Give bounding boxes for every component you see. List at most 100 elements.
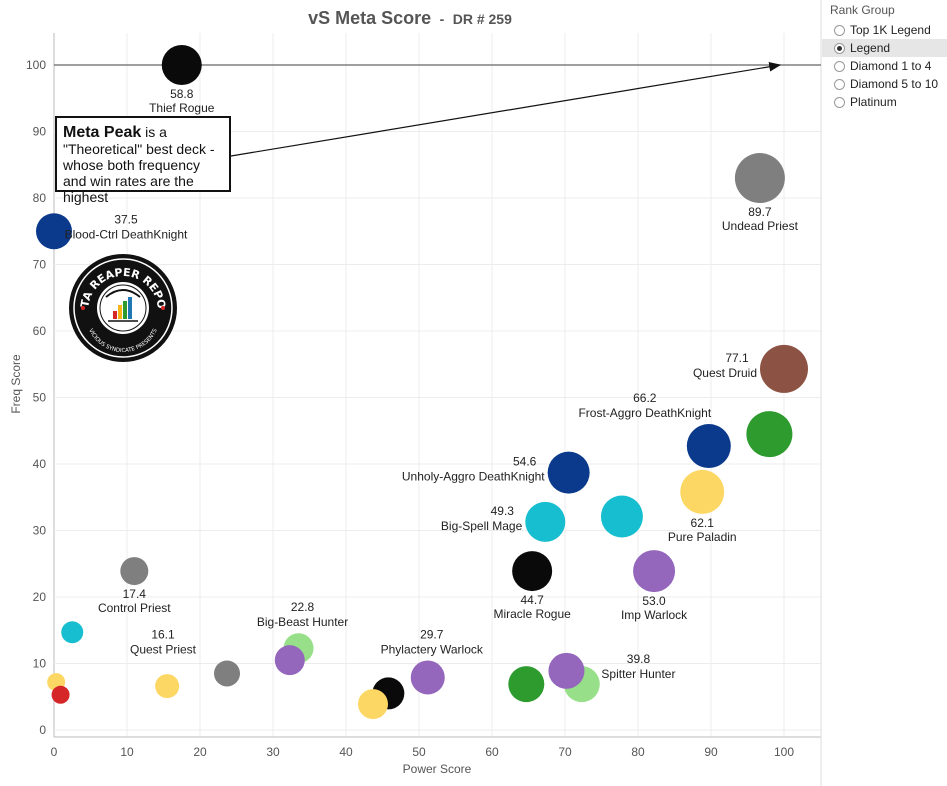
data-point[interactable] — [686, 424, 731, 469]
radio-icon[interactable] — [834, 78, 845, 90]
data-label-score: 29.7 — [420, 627, 444, 641]
data-label-name: Thief Rogue — [149, 101, 215, 115]
radio-icon[interactable] — [834, 42, 845, 54]
rank-option-label: Diamond 5 to 10 — [850, 77, 939, 91]
data-label-score: 44.7 — [520, 593, 544, 607]
data-point[interactable] — [512, 551, 553, 592]
data-label-name: Blood-Ctrl DeathKnight — [65, 227, 188, 241]
y-tick-label: 40 — [33, 457, 47, 471]
data-label-name: Big-Spell Mage — [441, 519, 523, 533]
data-label-score: 17.4 — [123, 587, 147, 601]
y-tick-label: 0 — [39, 723, 46, 737]
data-label-name: Miracle Rogue — [493, 607, 571, 621]
data-point[interactable] — [358, 689, 389, 720]
rank-option-top-1k-legend[interactable]: Top 1K Legend — [822, 21, 947, 39]
chart-title: vS Meta Score - DR # 259 — [308, 8, 512, 28]
radio-icon[interactable] — [834, 60, 845, 72]
data-point[interactable] — [633, 550, 676, 593]
data-point[interactable] — [547, 451, 590, 494]
data-label-name: Pure Paladin — [668, 530, 737, 544]
y-tick-label: 20 — [33, 590, 47, 604]
data-label-score: 62.1 — [691, 516, 715, 530]
data-point[interactable] — [410, 660, 445, 695]
data-point[interactable] — [746, 411, 793, 458]
data-label-name: Quest Druid — [693, 366, 757, 380]
data-label-name: Imp Warlock — [621, 608, 688, 622]
annotation-text: is a "Theoretical" best deck - whose bot… — [63, 124, 215, 205]
data-label-score: 16.1 — [151, 627, 175, 641]
data-point[interactable] — [760, 344, 808, 393]
x-tick-label: 10 — [120, 745, 134, 759]
data-point[interactable] — [161, 45, 202, 85]
y-tick-label: 10 — [33, 657, 47, 671]
data-point[interactable] — [680, 469, 725, 514]
data-point[interactable] — [508, 666, 545, 703]
data-point[interactable] — [120, 557, 149, 586]
rank-option-diamond-1-to-4[interactable]: Diamond 1 to 4 — [822, 57, 947, 75]
data-label-score: 66.2 — [633, 391, 657, 405]
y-tick-label: 90 — [33, 125, 47, 139]
annotation-bold: Meta Peak — [63, 124, 142, 141]
data-label-score: 89.7 — [748, 205, 772, 219]
rank-group-title: Rank Group — [830, 3, 895, 17]
y-tick-label: 80 — [33, 191, 47, 205]
data-label-score: 53.0 — [642, 594, 666, 608]
x-tick-label: 50 — [412, 745, 426, 759]
x-axis-title: Power Score — [403, 762, 472, 776]
data-point[interactable] — [61, 621, 84, 644]
y-tick-label: 60 — [33, 324, 47, 338]
data-point[interactable] — [548, 652, 585, 689]
data-label-name: Spitter Hunter — [601, 667, 675, 681]
data-label-score: 49.3 — [491, 504, 515, 518]
rank-option-label: Platinum — [850, 95, 897, 109]
rank-option-label: Top 1K Legend — [850, 23, 931, 37]
radio-icon[interactable] — [834, 96, 845, 108]
data-label-name: Control Priest — [98, 601, 171, 615]
data-label-name: Frost-Aggro DeathKnight — [578, 406, 711, 420]
data-point[interactable] — [734, 153, 785, 204]
y-tick-label: 30 — [33, 524, 47, 538]
x-tick-label: 0 — [51, 745, 58, 759]
rank-option-diamond-5-to-10[interactable]: Diamond 5 to 10 — [822, 75, 947, 93]
x-tick-label: 30 — [266, 745, 280, 759]
x-tick-label: 70 — [558, 745, 572, 759]
data-label-score: 37.5 — [114, 212, 138, 226]
data-label-score: 39.8 — [627, 652, 651, 666]
x-tick-label: 60 — [485, 745, 499, 759]
data-label-score: 22.8 — [291, 600, 315, 614]
data-point[interactable] — [36, 213, 72, 250]
x-tick-label: 80 — [631, 745, 645, 759]
rank-option-platinum[interactable]: Platinum — [822, 93, 947, 111]
x-tick-label: 100 — [774, 745, 794, 759]
data-label-name: Unholy-Aggro DeathKnight — [402, 470, 545, 484]
data-label-name: Undead Priest — [722, 219, 799, 233]
data-point[interactable] — [600, 495, 643, 538]
rank-option-label: Legend — [850, 41, 891, 55]
data-label-name: Phylactery Warlock — [381, 642, 484, 656]
data-point[interactable] — [274, 645, 305, 676]
radio-icon[interactable] — [834, 24, 845, 36]
rank-option-label: Diamond 1 to 4 — [850, 59, 932, 73]
axes: 0 10 20 30 40 50 60 70 80 90 100 0 10 20 30 40 50 60 70 80 9… — [26, 0, 822, 786]
data-label-name: Quest Priest — [130, 642, 197, 656]
data-label-name: Big-Beast Hunter — [257, 615, 348, 629]
data-point[interactable] — [525, 501, 566, 542]
y-tick-label: 70 — [33, 258, 47, 272]
data-point[interactable] — [51, 685, 70, 704]
data-point[interactable] — [155, 674, 180, 699]
x-tick-label: 20 — [193, 745, 207, 759]
y-axis-title: Freq Score — [9, 354, 23, 414]
meta-peak-annotation: Meta Peak is a "Theoretical" best deck -… — [55, 116, 231, 205]
rank-group-filter: Rank Group Top 1K Legend Legend Diamond 1 … — [822, 0, 947, 120]
data-point[interactable] — [214, 660, 241, 687]
data-label-score: 77.1 — [725, 351, 749, 365]
data-reaper-logo: DATA REAPER REPORT VICIOUS SYNDICATE PRE… — [68, 253, 177, 362]
x-tick-label: 90 — [704, 745, 718, 759]
y-tick-label: 50 — [33, 391, 47, 405]
rank-option-legend[interactable]: Legend — [822, 39, 947, 57]
x-tick-label: 40 — [339, 745, 353, 759]
y-tick-label: 100 — [26, 58, 46, 72]
data-label-score: 58.8 — [170, 87, 194, 101]
